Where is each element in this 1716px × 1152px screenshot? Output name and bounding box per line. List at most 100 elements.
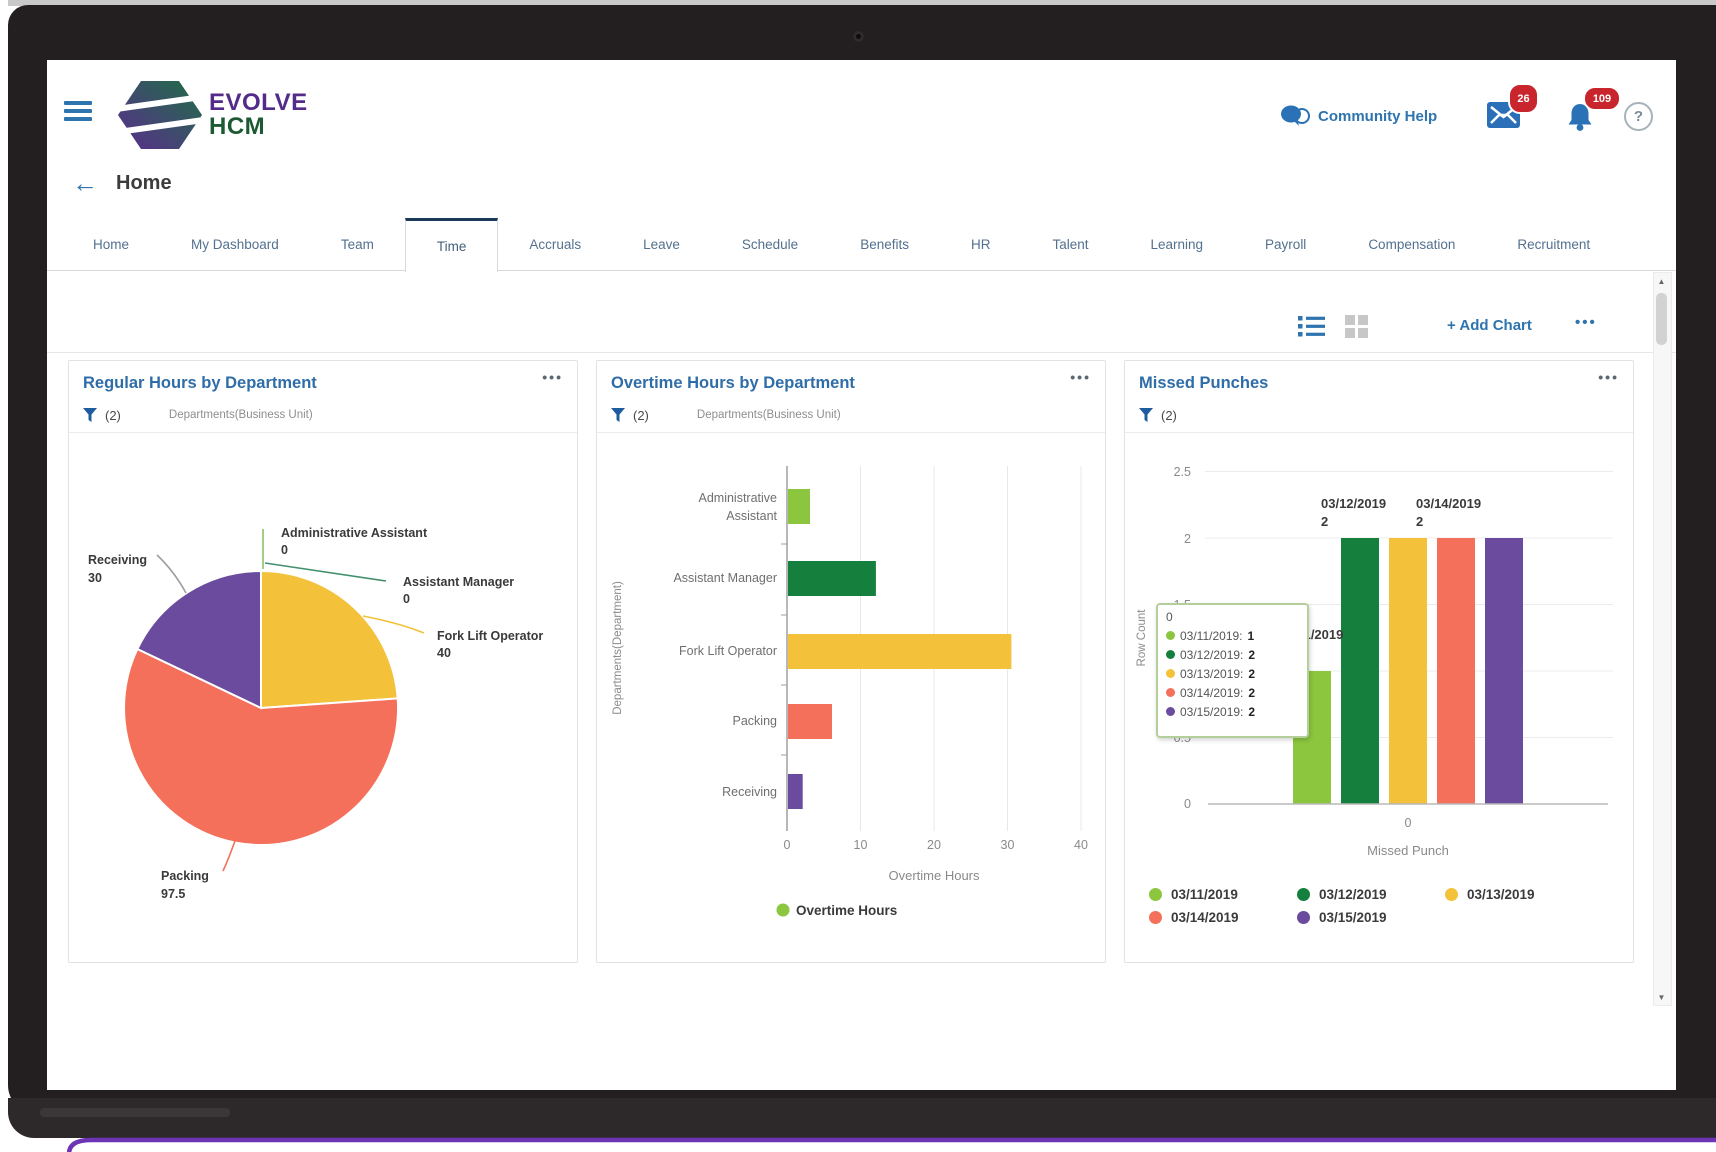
back-arrow-icon[interactable]: ←: [72, 168, 98, 198]
tab-benefits[interactable]: Benefits: [860, 237, 909, 252]
bar-value: 2: [1416, 514, 1423, 529]
tab-payroll[interactable]: Payroll: [1265, 237, 1307, 252]
filter-count[interactable]: (2): [633, 407, 649, 423]
bar-03-15-2019[interactable]: [1485, 538, 1523, 804]
legend-item[interactable]: 03/12/2019: [1297, 887, 1445, 902]
series-dot: [1166, 669, 1175, 678]
scroll-down-icon[interactable]: ▼: [1657, 992, 1666, 1002]
legend-dot: [1149, 911, 1162, 924]
filter-count[interactable]: (2): [1161, 407, 1177, 423]
card-menu-button[interactable]: •••: [1598, 369, 1619, 385]
pie-slice[interactable]: [123, 647, 400, 846]
community-help-label: Community Help: [1318, 107, 1438, 125]
grid-view-icon[interactable]: [1345, 315, 1369, 339]
tab-team[interactable]: Team: [340, 237, 374, 252]
card-title: Overtime Hours by Department: [611, 374, 855, 392]
tab-compensation[interactable]: Compensation: [1368, 237, 1456, 252]
tab-schedule[interactable]: Schedule: [741, 237, 799, 252]
community-help-link[interactable]: Community Help: [1280, 104, 1437, 128]
laptop-top-edge: [8, 0, 1716, 6]
leader-receiving: [156, 554, 187, 594]
pie-value: 0: [281, 543, 288, 557]
legend-label[interactable]: Overtime Hours: [796, 903, 897, 918]
laptop-camera: [853, 31, 864, 42]
x-axis-label: Overtime Hours: [888, 868, 980, 883]
logo-text-hcm: HCM: [209, 113, 266, 140]
card-menu-button[interactable]: •••: [542, 369, 563, 385]
content-divider: [47, 352, 1676, 353]
tab-time[interactable]: Time: [404, 217, 499, 272]
filter-funnel-icon[interactable]: [1139, 407, 1153, 423]
bars[interactable]: [788, 489, 1012, 809]
help-button[interactable]: ?: [1624, 102, 1653, 131]
bar-03-13-2019[interactable]: [1389, 538, 1427, 804]
scroll-thumb[interactable]: [1656, 293, 1667, 345]
bar-receiving[interactable]: [788, 774, 803, 809]
legend-dot: [1297, 911, 1310, 924]
pie-slices[interactable]: [123, 569, 400, 846]
filter-scope: Departments(Business Unit): [168, 409, 313, 421]
pie-label: Receiving: [88, 553, 147, 567]
legend-item[interactable]: 03/15/2019: [1297, 910, 1445, 925]
series-dot: [1166, 707, 1175, 716]
toolbar-more-button[interactable]: •••: [1575, 314, 1597, 331]
pie-value: 40: [437, 646, 451, 660]
logo-hexagon-icon: [117, 81, 203, 149]
pie-slice[interactable]: [136, 569, 262, 710]
filter-row: (2) Departments(Business Unit): [83, 405, 313, 425]
y-axis-label: Departments(Department): [612, 581, 624, 715]
tab-learning[interactable]: Learning: [1150, 237, 1204, 252]
vertical-scrollbar[interactable]: ▲ ▼: [1653, 272, 1672, 1006]
category-label: Fork Lift Operator: [679, 644, 777, 658]
notifications-button[interactable]: [1565, 102, 1595, 138]
pie-value: 0: [403, 592, 410, 606]
chat-bubble-icon: [1281, 105, 1310, 126]
bar-03-14-2019[interactable]: [1437, 538, 1475, 804]
x-tick: 20: [927, 838, 941, 852]
filter-row: (2) Departments(Business Unit): [611, 405, 841, 425]
pie-value: 97.5: [161, 887, 185, 901]
scroll-up-icon[interactable]: ▲: [1657, 276, 1666, 286]
series-dot: [1166, 631, 1175, 640]
list-view-icon[interactable]: [1298, 315, 1326, 338]
pie-label: Fork Lift Operator: [437, 629, 543, 643]
tooltip-row: 03/14/2019: 2: [1166, 683, 1299, 702]
card-menu-button[interactable]: •••: [1070, 369, 1091, 385]
card-overtime-hours: Overtime Hours by Department ••• (2) Dep…: [596, 360, 1106, 963]
pie-label: Assistant Manager: [403, 575, 514, 589]
pie-slice[interactable]: [260, 569, 399, 710]
tabbar-divider: [47, 270, 1676, 271]
laptop-base-lip: [40, 1108, 230, 1117]
notifications-badge: 109: [1583, 86, 1621, 111]
bar-assistant-manager[interactable]: [788, 561, 876, 596]
bar-label: 03/14/2019: [1416, 496, 1481, 511]
bar-packing[interactable]: [788, 704, 832, 739]
card-divider: [69, 432, 577, 433]
tab-talent[interactable]: Talent: [1052, 237, 1089, 252]
add-chart-button[interactable]: + Add Chart: [1447, 317, 1532, 334]
tab-accruals[interactable]: Accruals: [529, 237, 582, 252]
filter-funnel-icon[interactable]: [611, 407, 625, 423]
tab-hr[interactable]: HR: [970, 237, 991, 252]
bar-chart-overtime: Departments(Department) Administrative A…: [612, 466, 1088, 918]
menu-icon[interactable]: [64, 101, 92, 125]
series-dot: [1166, 650, 1175, 659]
bar-fork-lift-operator[interactable]: [788, 634, 1012, 669]
filter-funnel-icon[interactable]: [83, 407, 97, 423]
legend-item[interactable]: 03/14/2019: [1149, 910, 1297, 925]
legend-dot: [1445, 888, 1458, 901]
legend-dot: [776, 903, 790, 917]
tab-leave[interactable]: Leave: [643, 237, 680, 252]
bar-03-12-2019[interactable]: [1341, 538, 1379, 804]
bars[interactable]: [1293, 538, 1523, 804]
card-title: Missed Punches: [1139, 374, 1269, 392]
tab-recruitment[interactable]: Recruitment: [1517, 237, 1591, 252]
tab-home[interactable]: Home: [93, 237, 130, 252]
legend-item[interactable]: 03/11/2019: [1149, 887, 1297, 902]
legend-item[interactable]: 03/13/2019: [1445, 887, 1593, 902]
tab-my-dashboard[interactable]: My Dashboard: [191, 237, 279, 252]
bar-administrative-assistant[interactable]: [788, 489, 810, 524]
evolve-hcm-logo: EVOLVE HCM: [117, 80, 308, 150]
filter-count[interactable]: (2): [105, 407, 121, 423]
chart-tooltip: 0 03/11/2019: 1 03/12/2019: 2 03/13/2019: 2…: [1156, 603, 1309, 738]
